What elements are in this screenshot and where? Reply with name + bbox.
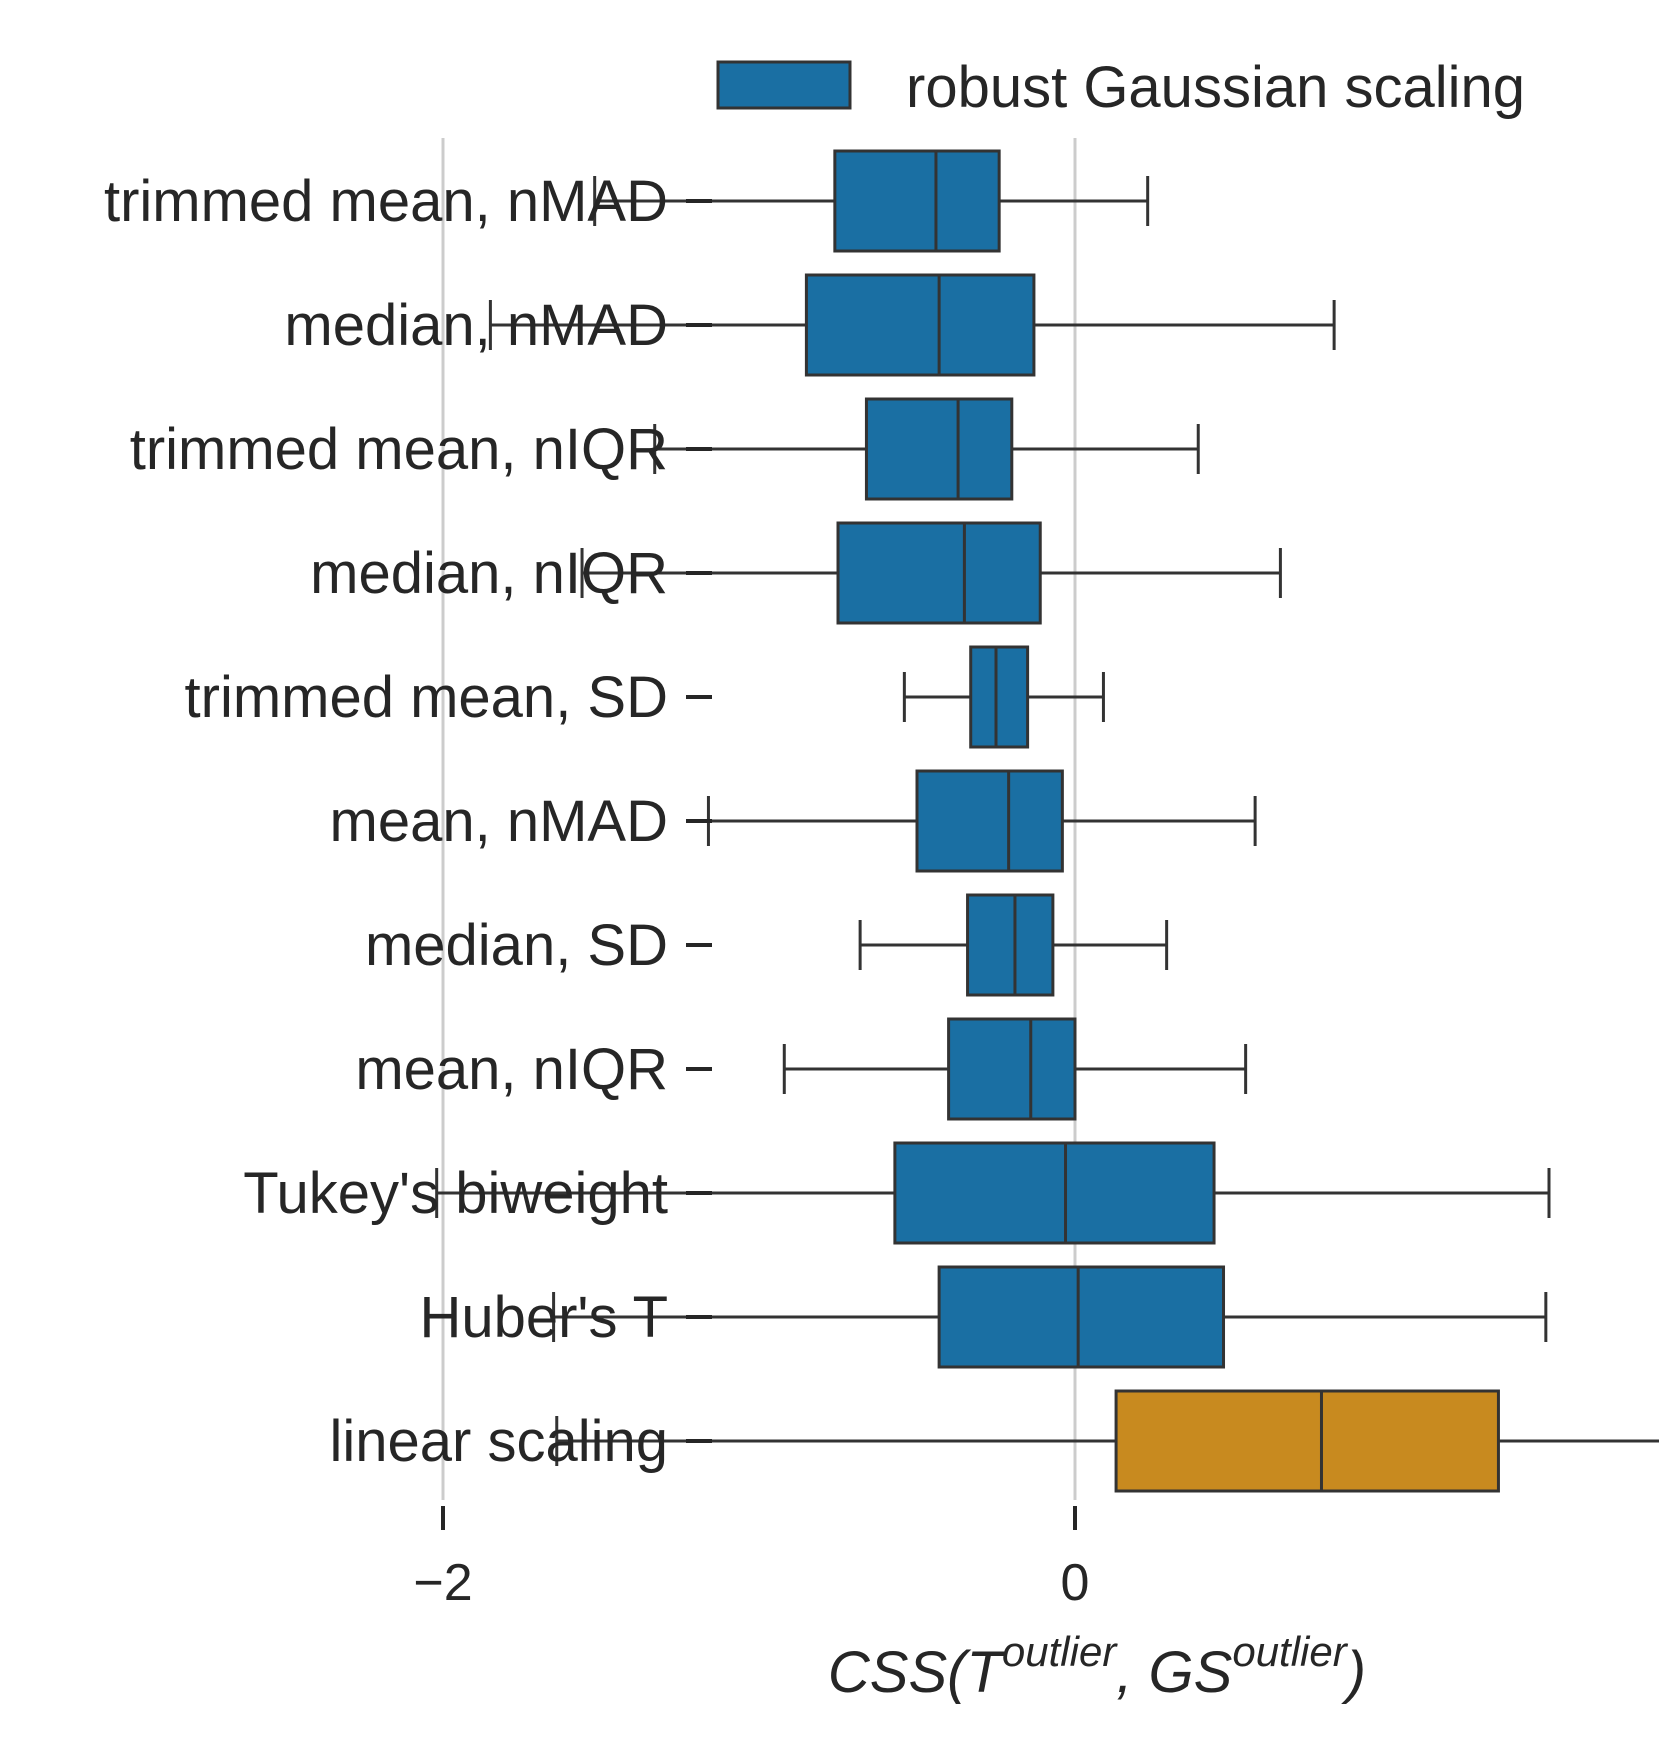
box-8	[435, 1141, 1551, 1245]
box-0	[593, 149, 1150, 253]
x-tick-label-1: 0	[1061, 1554, 1090, 1612]
legend: robust Gaussian scaling	[716, 55, 1525, 120]
box-4	[902, 645, 1105, 749]
category-label-2: trimmed mean, nIQR	[130, 417, 668, 482]
category-label-10: linear scaling	[329, 1409, 668, 1474]
category-label-3: median, nIQR	[310, 541, 668, 606]
x-ticks: −202	[413, 1506, 1090, 1612]
x-axis-title-sup2: outlier	[1232, 1628, 1348, 1675]
iqr-box-0	[833, 149, 1001, 253]
category-label-6: median, SD	[365, 913, 668, 978]
iqr-box-2	[864, 397, 1014, 501]
category-label-5: mean, nMAD	[330, 789, 668, 854]
category-label-8: Tukey's biweight	[243, 1161, 668, 1226]
category-label-4: trimmed mean, SD	[185, 665, 668, 730]
iqr-box-9	[937, 1265, 1226, 1369]
x-tick-label-0: −2	[413, 1554, 472, 1612]
iqr-box-6	[966, 893, 1055, 997]
box-5	[706, 769, 1257, 873]
category-label-7: mean, nIQR	[355, 1037, 668, 1102]
iqr-box-10	[1114, 1389, 1500, 1493]
x-axis-title-part2: , GS	[1116, 1640, 1232, 1705]
category-label-9: Huber's T	[419, 1285, 668, 1350]
box-7	[782, 1017, 1248, 1121]
box-9	[552, 1265, 1548, 1369]
x-axis-title-part1: CSS(T	[828, 1640, 1006, 1705]
box-2	[653, 397, 1200, 501]
box-10	[555, 1389, 1659, 1493]
boxes	[435, 149, 1659, 1493]
iqr-box-4	[969, 645, 1030, 749]
iqr-box-7	[947, 1017, 1077, 1121]
legend-swatch-robust	[716, 60, 852, 110]
legend-label-robust: robust Gaussian scaling	[906, 55, 1525, 120]
category-label-0: trimmed mean, nMAD	[104, 169, 668, 234]
box-1	[488, 273, 1336, 377]
x-axis-title-sup1: outlier	[1002, 1628, 1118, 1675]
category-label-1: median, nMAD	[284, 293, 668, 358]
box-6	[858, 893, 1169, 997]
x-axis-title: CSS(Toutlier, GSoutlier)	[828, 1628, 1366, 1705]
iqr-box-5	[915, 769, 1064, 873]
iqr-box-1	[804, 273, 1036, 377]
iqr-box-3	[836, 521, 1042, 625]
category-labels: trimmed mean, nMAD median, nMAD trimmed me…	[104, 169, 712, 1474]
iqr-box-8	[893, 1141, 1216, 1245]
